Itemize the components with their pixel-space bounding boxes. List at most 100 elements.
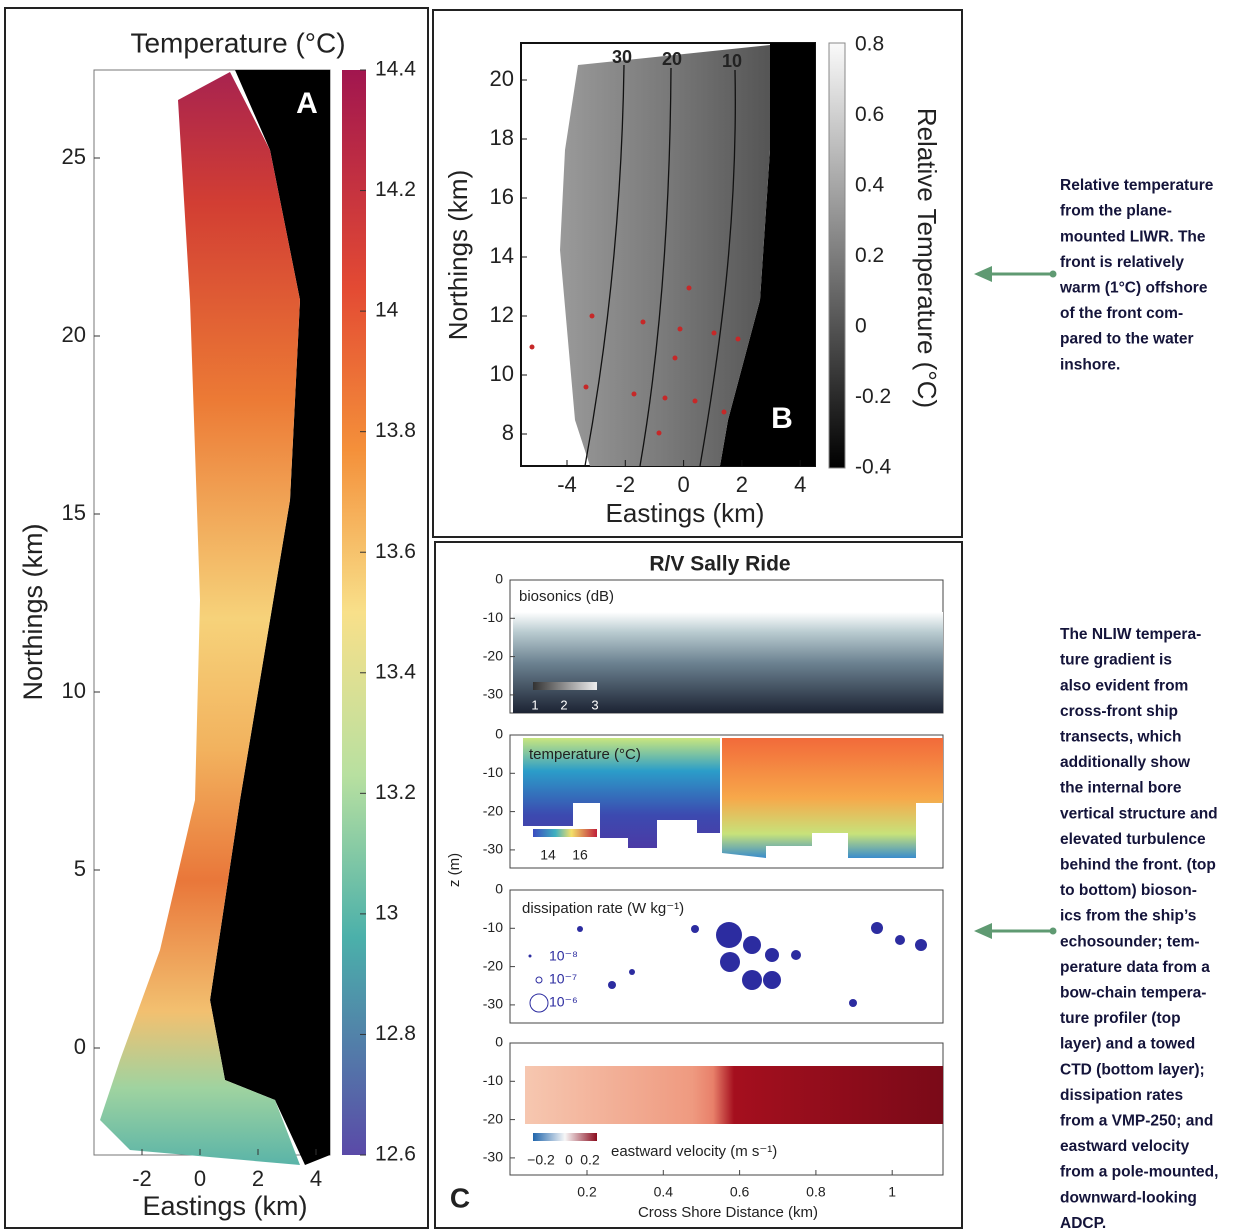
y-tick-label: 0 bbox=[74, 1034, 86, 1059]
temperature-image bbox=[722, 738, 943, 858]
contour-label: 30 bbox=[612, 47, 632, 67]
colorbar-tick-label: -0.2 bbox=[855, 385, 891, 408]
annotation-text: cross-front ship bbox=[1060, 703, 1178, 720]
annotation-text: front is relatively bbox=[1060, 254, 1184, 271]
colorbar-tick-label: 13.4 bbox=[375, 660, 416, 683]
colorbar-tick-label: 14 bbox=[375, 299, 399, 322]
annotation-text: of the front com- bbox=[1060, 305, 1183, 322]
colorbar-tick-label: 2 bbox=[560, 697, 567, 712]
colorbar-tick-label: 14.4 bbox=[375, 58, 416, 81]
panel-label: B bbox=[771, 402, 793, 435]
colorbar bbox=[342, 70, 366, 1155]
y-tick-label: 20 bbox=[62, 322, 86, 347]
colorbar-tick-label: 13 bbox=[375, 901, 398, 924]
y-tick-label: -10 bbox=[483, 609, 503, 625]
annotation-text: pared to the water bbox=[1060, 331, 1194, 348]
y-tick-label: 20 bbox=[490, 66, 514, 91]
annotation-text: ADCP. bbox=[1060, 1215, 1106, 1231]
colorbar-tick-label: 0 bbox=[855, 315, 867, 338]
colorbar-tick-label: 0.2 bbox=[855, 244, 884, 267]
panel-label: A bbox=[296, 87, 318, 120]
colorbar bbox=[828, 42, 846, 469]
annotation-text: elevated turbulence bbox=[1060, 831, 1206, 848]
x-tick-label: 0.6 bbox=[730, 1184, 750, 1200]
y-tick-label: 10 bbox=[62, 678, 86, 703]
y-tick-label: 0 bbox=[495, 1034, 503, 1050]
annotation-text: inshore. bbox=[1060, 356, 1120, 373]
y-tick-label: -20 bbox=[483, 802, 503, 818]
colorbar-tick-label: 0.8 bbox=[855, 33, 884, 56]
x-tick-label: 0.2 bbox=[577, 1184, 597, 1200]
x-tick-label: 4 bbox=[310, 1166, 322, 1191]
arrow bbox=[974, 266, 1057, 282]
y-tick-label: 14 bbox=[490, 243, 514, 268]
subplot-label: eastward velocity (m s⁻¹) bbox=[611, 1143, 777, 1160]
legend-bubble bbox=[535, 976, 543, 984]
annotation-text: mounted LIWR. The bbox=[1060, 228, 1206, 245]
annotation-text: The NLIW tempera- bbox=[1060, 626, 1201, 643]
y-axis-label: Northings (km) bbox=[18, 523, 48, 700]
x-tick-label: -2 bbox=[616, 472, 636, 497]
annotation-text: downward-looking bbox=[1060, 1189, 1197, 1206]
annotation-text: bow-chain tempera- bbox=[1060, 984, 1206, 1001]
subplot-label: temperature (°C) bbox=[529, 746, 641, 763]
y-tick-label: -30 bbox=[483, 686, 503, 702]
y-tick-label: 0 bbox=[495, 726, 503, 742]
y-axis-label: Northings (km) bbox=[443, 170, 473, 340]
annotation-text: vertical structure and bbox=[1060, 805, 1218, 822]
colorbar-tick-label: 1 bbox=[531, 697, 538, 712]
y-tick-label: 0 bbox=[495, 571, 503, 587]
annotation-text: dissipation rates bbox=[1060, 1087, 1183, 1104]
legend-label: 10⁻⁷ bbox=[549, 971, 577, 987]
y-tick-label: 18 bbox=[490, 125, 514, 150]
x-tick-label: 0.4 bbox=[654, 1184, 674, 1200]
annotation-text: CTD (bottom layer); bbox=[1060, 1061, 1205, 1078]
legend-label: 10⁻⁸ bbox=[549, 948, 578, 964]
colorbar-tick-label: 12.8 bbox=[375, 1022, 416, 1045]
y-tick-label: 25 bbox=[62, 144, 86, 169]
x-tick-label: 0 bbox=[677, 472, 689, 497]
annotation-text: to bottom) bioson- bbox=[1060, 882, 1197, 899]
contour-label: 10 bbox=[722, 51, 742, 71]
y-tick-label: -30 bbox=[483, 841, 503, 857]
annotation-text: from a pole-mounted, bbox=[1060, 1164, 1218, 1181]
annotation-text: transects, which bbox=[1060, 728, 1181, 745]
panel-title: R/V Sally Ride bbox=[649, 553, 790, 576]
colorbar-label: Relative Temperature (°C) bbox=[912, 108, 942, 408]
y-tick-label: 0 bbox=[495, 881, 503, 897]
x-tick-label: 2 bbox=[736, 472, 748, 497]
colorbar-tick-label: 3 bbox=[591, 697, 598, 712]
annotation-text: ture gradient is bbox=[1060, 652, 1172, 669]
annotation-text: the internal bore bbox=[1060, 780, 1182, 797]
annotation-text: also evident from bbox=[1060, 677, 1188, 694]
x-axis-label: Eastings (km) bbox=[142, 1191, 307, 1221]
legend-bubble bbox=[529, 993, 549, 1013]
annotation-text: ics from the ship’s bbox=[1060, 908, 1196, 925]
y-tick-label: -20 bbox=[483, 957, 503, 973]
y-tick-label: 8 bbox=[502, 420, 514, 445]
stations bbox=[529, 285, 741, 436]
colorbar bbox=[533, 1133, 597, 1141]
colorbar-tick-label: −0.2 bbox=[527, 1152, 555, 1168]
colorbar-tick-label: 0.4 bbox=[855, 174, 885, 197]
y-tick-label: -20 bbox=[483, 1110, 503, 1126]
colorbar-tick-label: 13.2 bbox=[375, 781, 416, 804]
colorbar bbox=[533, 682, 597, 690]
y-tick-label: 16 bbox=[490, 184, 514, 209]
y-tick-label: 5 bbox=[74, 856, 86, 881]
annotation-text: echosounder; tem- bbox=[1060, 933, 1200, 950]
x-tick-label: -2 bbox=[132, 1166, 152, 1191]
contours bbox=[584, 64, 736, 467]
x-tick-label: 1 bbox=[888, 1184, 896, 1200]
annotation-text: from the plane- bbox=[1060, 203, 1172, 220]
panel-title: Temperature (°C) bbox=[130, 27, 345, 58]
y-tick-label: -10 bbox=[483, 1072, 503, 1088]
panel-frame bbox=[4, 7, 429, 1229]
colorbar-tick-label: 14 bbox=[540, 847, 556, 863]
annotation-text: perature data from a bbox=[1060, 959, 1210, 976]
panel-frame bbox=[432, 9, 963, 538]
dissipation-bubbles bbox=[528, 922, 927, 1007]
subplot-label: dissipation rate (W kg⁻¹) bbox=[522, 900, 684, 917]
land-mask bbox=[210, 70, 330, 1165]
subplot-label: biosonics (dB) bbox=[519, 588, 614, 605]
